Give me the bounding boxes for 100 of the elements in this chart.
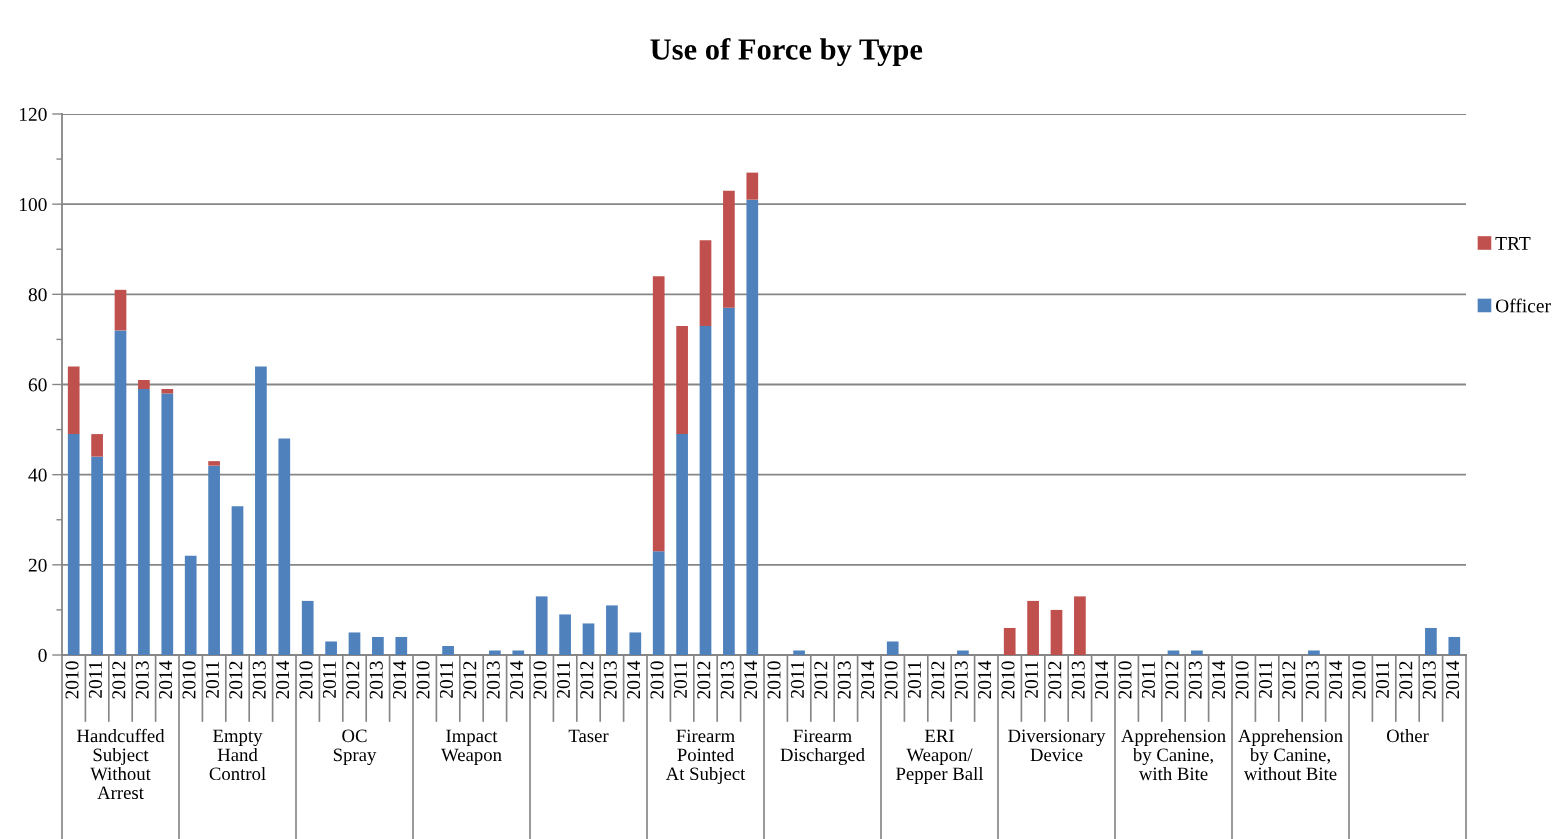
legend-label: TRT <box>1495 237 1531 250</box>
x-tick-label: 2013 <box>603 661 617 699</box>
bar <box>208 461 220 466</box>
bar <box>746 199 759 655</box>
x-tick-label: 2010 <box>650 661 664 699</box>
bar <box>67 366 80 435</box>
x-tick-label: 2014 <box>627 660 641 699</box>
x-tick-label: 2011 <box>1258 661 1272 698</box>
text: Handcuffed Subject Without Arrest <box>76 728 165 800</box>
y-tick-label: 40 <box>28 468 47 482</box>
x-tick-label: 2013 <box>135 661 149 699</box>
x-tick-label: 2012 <box>1165 661 1179 699</box>
bar <box>629 632 642 655</box>
x-tick-label: 2011 <box>205 661 219 698</box>
legend-label: Officer <box>1495 298 1551 313</box>
bar <box>301 600 314 655</box>
x-tick-label: 2013 <box>252 661 266 699</box>
x-tick-label: 2012 <box>112 661 126 699</box>
x-tick-label: 2010 <box>416 661 430 699</box>
bar <box>372 636 384 655</box>
bar <box>255 366 267 655</box>
x-tick-label: 2011 <box>1141 661 1155 698</box>
x-tick-label: 2010 <box>1235 661 1249 699</box>
text: ERI Weapon/ Pepper Ball <box>896 729 984 784</box>
bar <box>1448 636 1461 655</box>
bar <box>114 289 127 331</box>
bar <box>442 645 454 655</box>
bar <box>161 389 174 394</box>
text: Firearm Discharged <box>780 729 865 766</box>
bar <box>489 650 501 655</box>
y-tick-label: 120 <box>19 107 47 121</box>
text: Impact Weapon <box>441 729 502 765</box>
x-tick-label: 2014 <box>1329 660 1343 699</box>
text: Apprehension by Canine, with Bite <box>1121 729 1226 781</box>
chart-title: Use of Force by Type <box>650 37 923 67</box>
text: Other <box>1386 729 1429 743</box>
bar <box>161 393 174 655</box>
bar <box>582 623 595 655</box>
x-tick-label: 2011 <box>322 661 336 698</box>
bar <box>723 190 735 308</box>
bar <box>886 641 899 655</box>
x-tick-label: 2011 <box>907 661 921 698</box>
text: Firearm Pointed At Subject <box>665 729 746 784</box>
x-tick-label: 2011 <box>1375 661 1389 698</box>
x-tick-label: 2012 <box>346 661 360 699</box>
bar <box>278 438 291 655</box>
x-tick-label: 2013 <box>837 661 851 699</box>
x-tick-label: 2010 <box>1118 661 1132 699</box>
bar <box>746 172 759 200</box>
x-tick-label: 2014 <box>276 660 290 699</box>
x-tick-label: 2012 <box>1048 661 1062 699</box>
x-tick-label: 2014 <box>1095 660 1109 699</box>
y-tick-label: 80 <box>28 288 47 302</box>
y-tick-label: 60 <box>28 378 47 392</box>
x-tick-label: 2013 <box>720 661 734 699</box>
text: Empty Hand Control <box>209 729 266 781</box>
bar <box>67 434 80 655</box>
x-tick-label: 2010 <box>65 661 79 699</box>
x-tick-label: 2014 <box>1212 660 1226 699</box>
bar <box>1027 600 1039 655</box>
x-tick-label: 2013 <box>1305 661 1319 699</box>
y-tick-label: 100 <box>19 197 47 212</box>
bar <box>184 555 197 655</box>
x-tick-label: 2013 <box>486 661 500 699</box>
x-tick-label: 2013 <box>1071 661 1085 699</box>
x-tick-label: 2010 <box>1352 661 1366 699</box>
x-tick-label: 2010 <box>533 661 547 699</box>
bar <box>348 632 361 655</box>
x-tick-label: 2014 <box>744 660 758 699</box>
text: OC Spray <box>333 729 377 766</box>
x-tick-label: 2013 <box>1422 661 1436 699</box>
x-tick-label: 2011 <box>439 661 453 698</box>
text: Apprehension by Canine, without Bite <box>1238 729 1343 781</box>
bar <box>138 379 150 390</box>
bar <box>793 650 805 655</box>
x-tick-label: 2012 <box>697 661 711 699</box>
x-tick-label: 2014 <box>1446 660 1460 699</box>
bar <box>652 276 665 552</box>
x-tick-label: 2011 <box>88 661 102 698</box>
bar <box>1308 650 1320 655</box>
x-tick-label: 2012 <box>814 661 828 699</box>
x-tick-label: 2013 <box>954 661 968 699</box>
x-tick-label: 2012 <box>1282 661 1296 699</box>
x-tick-label: 2011 <box>673 661 687 698</box>
x-tick-label: 2010 <box>299 661 313 699</box>
x-tick-label: 2010 <box>182 661 196 699</box>
bar <box>676 434 688 655</box>
bar <box>676 325 688 435</box>
bar <box>91 434 103 457</box>
x-tick-label: 2010 <box>1001 661 1015 699</box>
x-tick-label: 2011 <box>1024 661 1038 698</box>
x-tick-label: 2013 <box>1188 661 1202 699</box>
bar <box>652 551 665 655</box>
y-tick-label: 0 <box>38 648 47 662</box>
x-tick-label: 2014 <box>393 660 407 699</box>
bar <box>559 614 571 655</box>
bar <box>1191 650 1203 655</box>
y-tick-label: 20 <box>28 558 47 572</box>
bar <box>231 506 244 655</box>
bar <box>535 596 548 655</box>
